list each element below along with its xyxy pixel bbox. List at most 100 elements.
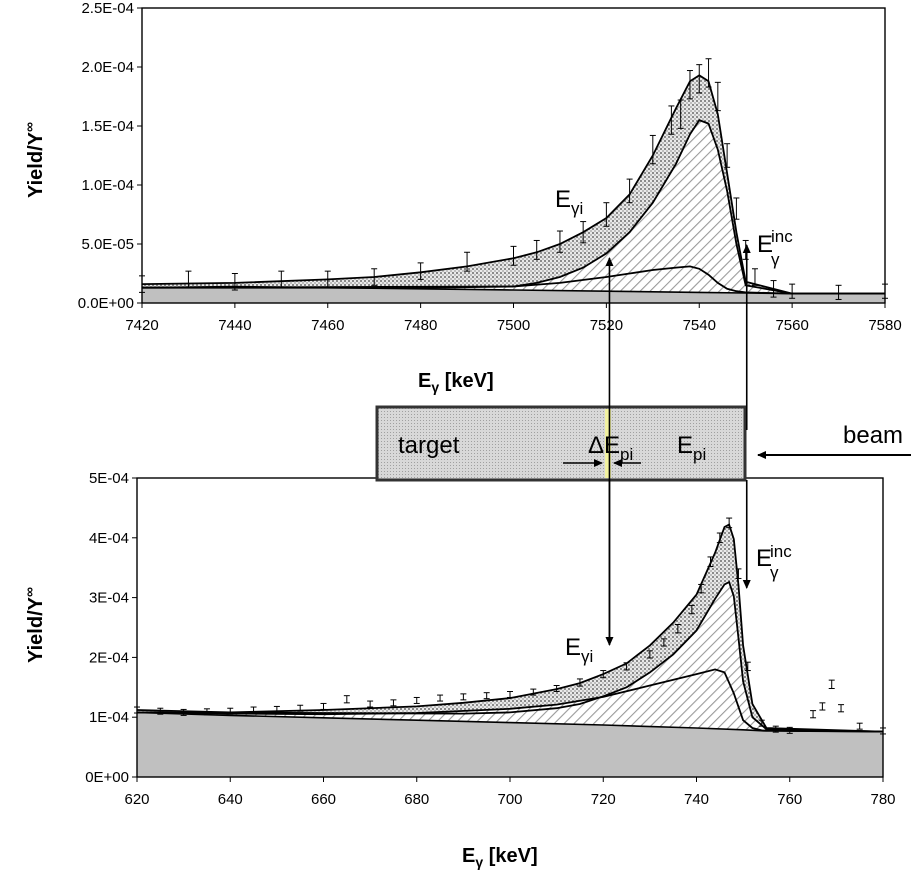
top-data-point (510, 245, 517, 266)
top-series-1-area (142, 120, 885, 303)
top-data-point (371, 268, 378, 286)
bottom-data-point (698, 583, 705, 594)
top-x-tick-label: 7560 (775, 317, 808, 334)
bottom-data-point (343, 695, 350, 704)
bottom-data-point (553, 685, 560, 692)
bottom-data-point (786, 726, 793, 734)
top-x-tick-label: 7480 (404, 317, 437, 334)
top-data-point (770, 280, 777, 298)
bottom-y-tick-label: 4E-04 (89, 530, 129, 547)
bottom-x-tick-label: 760 (777, 791, 802, 808)
delta-epi-label: ΔEpi (588, 432, 633, 464)
bottom-plot-area (134, 477, 886, 778)
bottom-data-point (576, 678, 583, 687)
top-data-point (724, 143, 731, 168)
energy-link-lines (605, 244, 751, 646)
top-einc-sub: γ (771, 250, 780, 269)
top-tick-labels: 0.0E+00 5.0E-05 1.0E-04 1.5E-04 2.0E-04 2.5E-… (78, 0, 902, 334)
bottom-data-point (716, 532, 723, 544)
target-diagram: target ΔEpi Epi beam (375, 405, 911, 482)
bottom-spectrum-panel: 0E+00 1E-04 2E-04 3E-04 4E-04 5E-04 620 640 660 6… (21, 470, 896, 870)
top-y-axis-label: Yield/Y∞ (21, 122, 47, 198)
bottom-x-axis-label: Eγ [keV] (462, 845, 538, 870)
top-data-point (231, 273, 238, 291)
top-x-axis-label: Eγ [keV] (418, 370, 494, 395)
top-y-tick-label: 1.0E-04 (81, 177, 134, 194)
top-y-tick-label: 5.0E-05 (81, 236, 134, 253)
bottom-data-point (758, 719, 765, 727)
bottom-data-point (810, 710, 817, 719)
top-data-point (185, 270, 192, 289)
bottom-data-point (646, 650, 653, 659)
top-data-point (533, 239, 540, 260)
bottom-x-tick-label: 720 (591, 791, 616, 808)
top-data-point (696, 64, 703, 94)
bottom-data-point (726, 517, 733, 529)
bottom-data-point (707, 556, 714, 568)
bottom-y-tick-label: 3E-04 (89, 590, 129, 607)
bottom-data-point (674, 624, 681, 634)
bottom-data-point (367, 700, 374, 708)
bottom-data-point (227, 707, 234, 715)
bottom-einc-sub: γ (770, 563, 779, 582)
bottom-x-tick-label: 700 (497, 791, 522, 808)
top-egi-label: Eγi (555, 186, 583, 218)
top-x-tick-label: 7460 (311, 317, 344, 334)
top-data-point (278, 270, 285, 289)
top-background-area (142, 286, 885, 303)
top-x-tick-label: 7580 (868, 317, 901, 334)
bottom-data-point (744, 661, 751, 672)
bottom-einc-label: Einc (756, 542, 792, 572)
bottom-x-tick-label: 780 (870, 791, 895, 808)
top-x-tick-label: 7420 (125, 317, 158, 334)
bottom-data-point (297, 704, 304, 712)
bottom-x-tick-label: 620 (124, 791, 149, 808)
top-y-tick-label: 2.5E-04 (81, 0, 134, 17)
bottom-data-point (250, 706, 257, 714)
top-einc-label: Einc (757, 227, 793, 258)
bottom-x-tick-label: 680 (404, 791, 429, 808)
bottom-series-2-line (136, 523, 884, 733)
bottom-tick-labels: 0E+00 1E-04 2E-04 3E-04 4E-04 5E-04 620 640 660 6… (85, 470, 895, 808)
top-data-point (464, 251, 471, 272)
bottom-data-point (180, 708, 187, 716)
top-data-point (324, 270, 331, 289)
top-y-tick-label: 2.0E-04 (81, 59, 134, 76)
bottom-y-tick-label: 1E-04 (89, 709, 129, 726)
bottom-egi-label: Eγi (565, 634, 593, 666)
top-y-tick-label: 0.0E+00 (78, 295, 134, 312)
top-x-tick-label: 7440 (218, 317, 251, 334)
top-data-point (686, 70, 693, 100)
top-data-point (649, 134, 656, 165)
top-y-tick-label: 1.5E-04 (81, 118, 134, 135)
top-data-point (751, 268, 758, 286)
bottom-data-point (828, 679, 835, 689)
target-box (375, 405, 747, 482)
beam-label: beam (843, 422, 903, 449)
top-data-point (603, 202, 610, 227)
top-data-point (835, 284, 842, 300)
top-data-point (705, 58, 712, 88)
top-data-point (417, 262, 424, 280)
bottom-data-point (413, 696, 420, 704)
bottom-data-point (838, 704, 845, 713)
top-data-point (677, 99, 684, 129)
top-data-point (626, 178, 633, 204)
bottom-data-point (390, 699, 397, 707)
bottom-x-tick-label: 740 (684, 791, 709, 808)
bottom-data-point (320, 702, 327, 710)
bottom-data-point (437, 694, 444, 702)
top-data-point (556, 230, 563, 253)
bottom-data-point (660, 638, 667, 647)
target-slice (605, 409, 611, 478)
top-x-tick-label: 7540 (683, 317, 716, 334)
bottom-y-tick-label: 5E-04 (89, 470, 129, 487)
top-data-point (789, 283, 796, 299)
bottom-data-point (530, 688, 537, 696)
bottom-data-point (772, 725, 779, 733)
target-label: target (398, 432, 460, 459)
bottom-x-tick-label: 640 (218, 791, 243, 808)
bottom-data-point (623, 662, 630, 671)
top-data-point (668, 105, 675, 135)
bottom-data-point (273, 705, 280, 713)
